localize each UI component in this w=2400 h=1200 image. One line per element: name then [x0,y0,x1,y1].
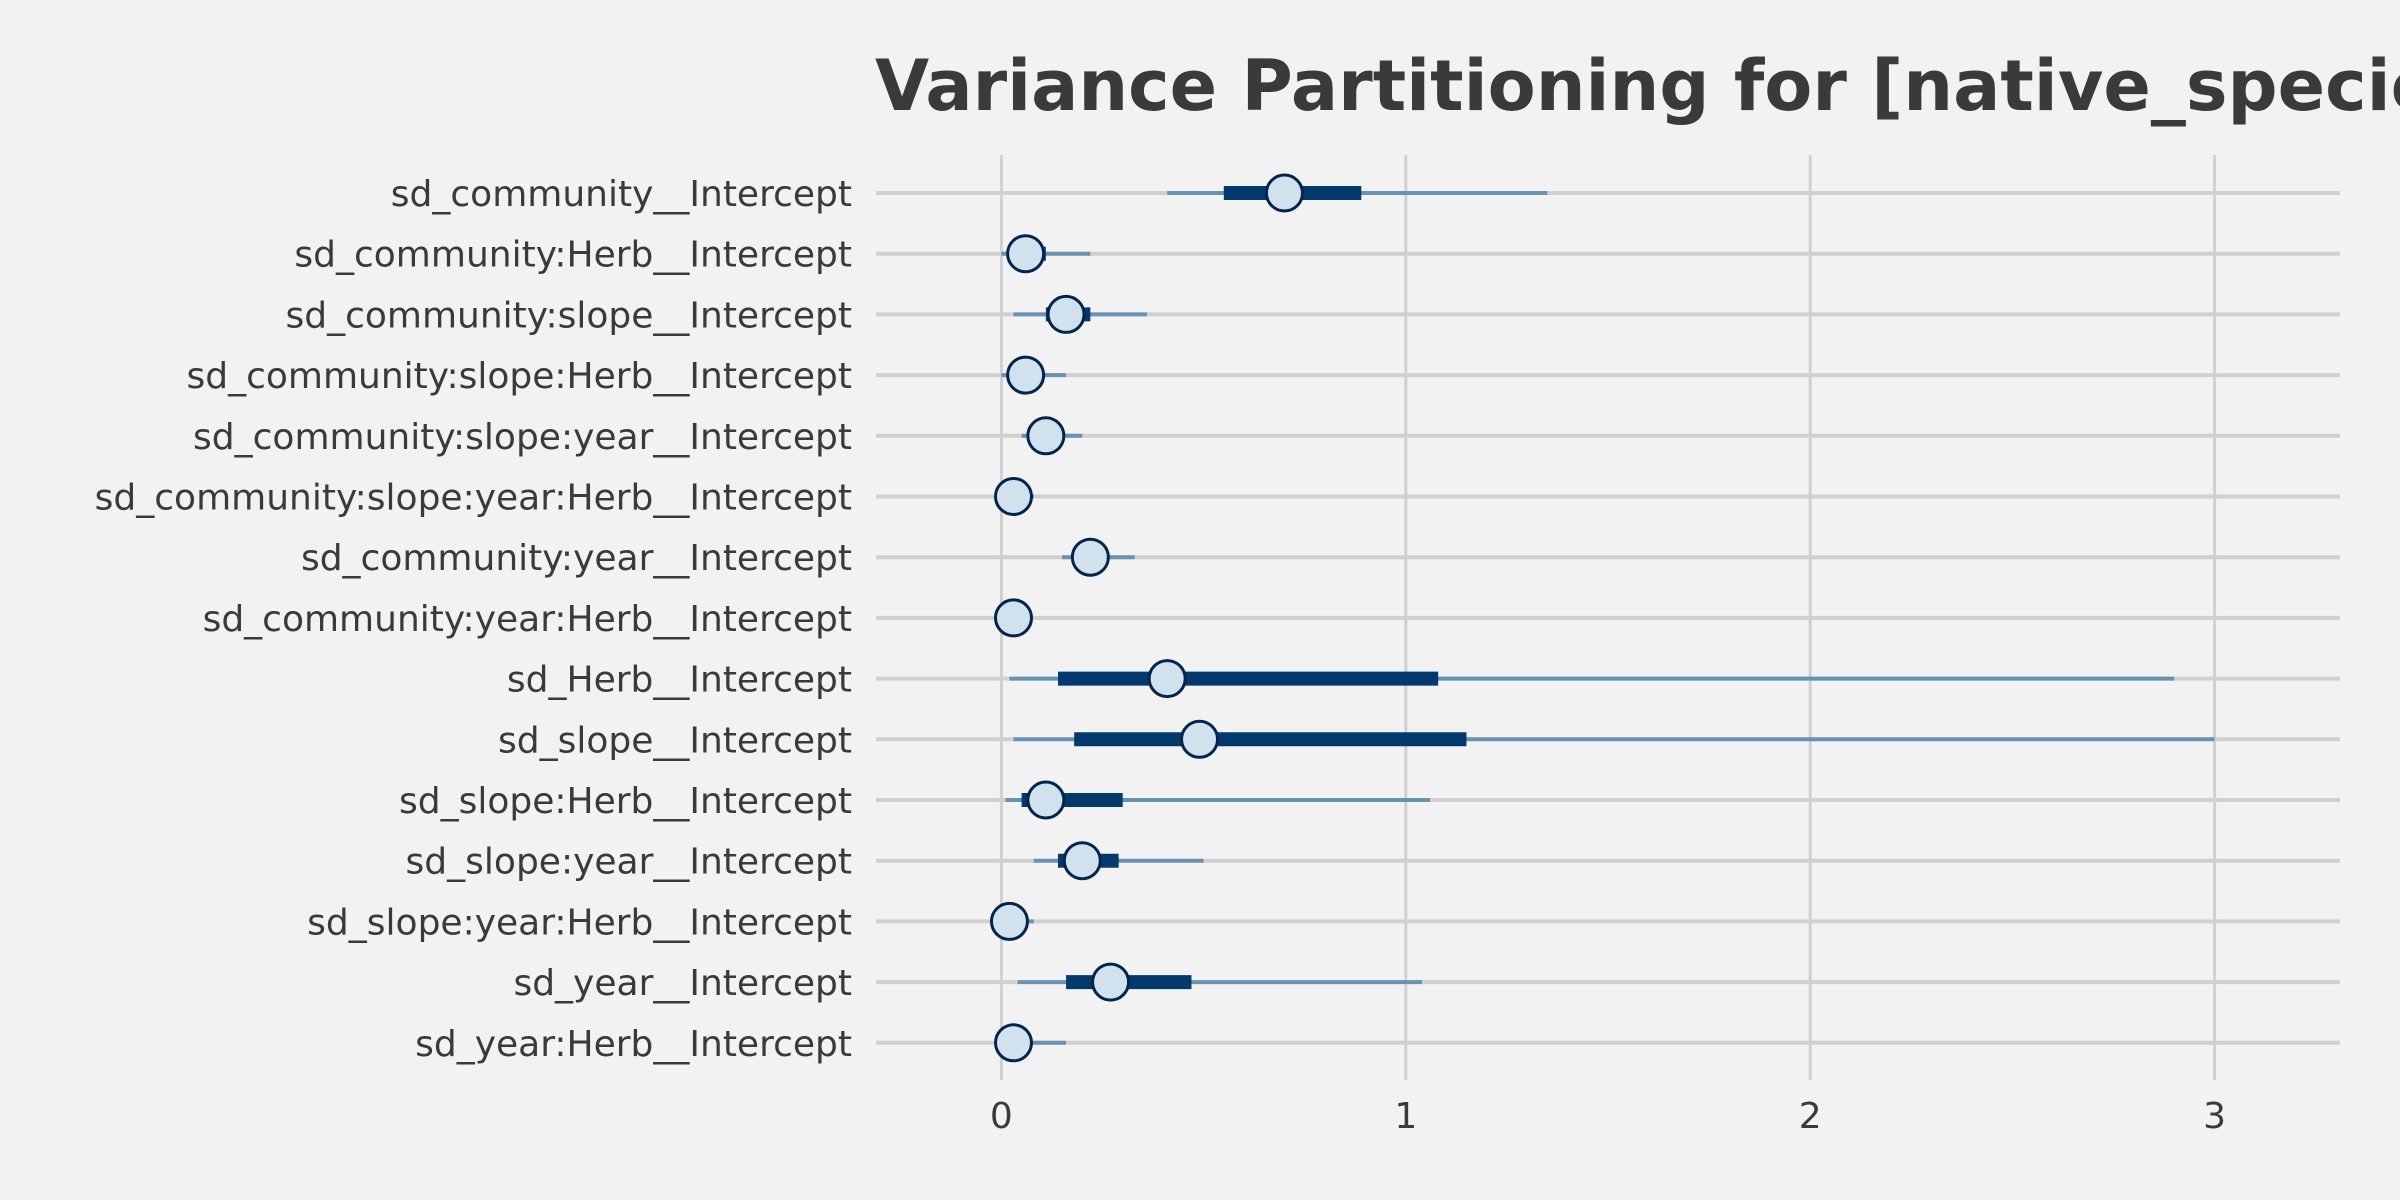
parameter-row: sd_slope:year:Herb__Intercept [307,901,2340,943]
median-point [1006,234,1046,274]
parameter-label: sd_community:year__Intercept [301,538,852,579]
parameter-label: sd_community:slope__Intercept [285,295,852,336]
parameter-row: sd_slope:year__Intercept [406,841,2340,883]
median-point [1091,962,1131,1002]
parameter-row: sd_slope__Intercept [498,719,2340,761]
parameter-label: sd_year__Intercept [513,963,852,1004]
parameter-row: sd_community:year:Herb__Intercept [203,598,2340,640]
parameter-row: sd_year:Herb__Intercept [415,1023,2340,1065]
parameter-label: sd_community:year:Herb__Intercept [203,599,852,640]
parameter-row: sd_community:slope:Herb__Intercept [186,355,2340,397]
x-tick-label: 0 [990,1096,1013,1137]
parameter-row: sd_community:Herb__Intercept [294,234,2340,276]
median-point [994,477,1034,516]
median-point [1180,719,1220,759]
parameter-row: sd_community:slope:year:Herb__Intercept [95,477,2340,519]
median-point [1070,537,1110,577]
x-tick-label: 2 [1799,1096,1822,1137]
parameter-label: sd_Herb__Intercept [507,660,852,701]
parameter-label: sd_year:Herb__Intercept [415,1024,852,1065]
parameter-row: sd_community__Intercept [391,173,2340,215]
parameter-label: sd_community:slope:year:Herb__Intercept [95,478,852,519]
x-tick-label: 3 [2203,1096,2226,1137]
parameter-row: sd_community:year__Intercept [301,537,2340,579]
parameter-row: sd_year__Intercept [513,962,2340,1004]
parameter-row: sd_Herb__Intercept [507,659,2340,701]
chart-title: Variance Partitioning for [native_specie… [875,45,2400,127]
parameter-label: sd_community:Herb__Intercept [294,235,852,276]
parameter-label: sd_community:slope:year__Intercept [193,417,852,458]
median-point [1147,659,1187,699]
x-tick-label: 1 [1394,1096,1417,1137]
median-point [1062,841,1102,881]
median-point [1026,416,1066,456]
parameter-row: sd_slope:Herb__Intercept [399,780,2340,822]
parameter-label: sd_community__Intercept [391,174,852,215]
parameter-label: sd_slope:year__Intercept [406,842,852,883]
median-point [989,901,1029,941]
median-point [1026,780,1066,820]
parameter-label: sd_slope:year:Herb__Intercept [307,902,852,943]
median-point [1046,294,1086,334]
parameter-label: sd_community:slope:Herb__Intercept [186,356,852,397]
parameter-rows: sd_community__Intercept sd_community:Herb… [95,173,2340,1065]
x-axis: 0 1 2 3 [990,1096,2226,1137]
parameter-label: sd_slope__Intercept [498,720,852,761]
median-point [994,1023,1034,1063]
parameter-row: sd_community:slope__Intercept [285,294,2340,336]
parameter-row: sd_community:slope:year__Intercept [193,416,2340,458]
median-point [1264,173,1304,213]
median-point [994,598,1034,638]
median-point [1006,355,1046,395]
parameter-label: sd_slope:Herb__Intercept [399,781,852,822]
